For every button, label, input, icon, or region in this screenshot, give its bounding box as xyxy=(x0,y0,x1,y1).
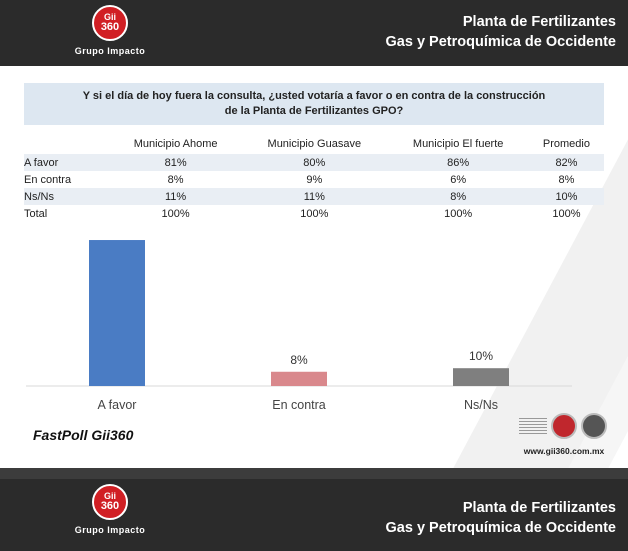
table-header-row: Municipio Ahome Municipio Guasave Munici… xyxy=(24,134,604,154)
table-cell: 80% xyxy=(241,154,388,171)
question-line-1: Y si el día de hoy fuera la consulta, ¿u… xyxy=(82,90,546,102)
logo-caption: Grupo Impacto xyxy=(74,46,146,56)
results-table: Municipio Ahome Municipio Guasave Munici… xyxy=(24,134,604,222)
logo-badge: Gii 360 xyxy=(92,484,128,520)
gii360-logo: Gii 360 Grupo Impacto xyxy=(60,484,160,542)
logo-top-text: Gii xyxy=(103,491,116,501)
slide-header: Gii 360 Grupo Impacto Planta de Fertiliz… xyxy=(0,0,628,66)
table-cell: 82% xyxy=(528,154,604,171)
table-cell: 8% xyxy=(167,173,184,186)
table-cell: 8% xyxy=(558,173,575,186)
logo-top-text: Gii xyxy=(103,12,116,22)
column-header: Municipio Guasave xyxy=(267,138,362,150)
badge-fine-print xyxy=(519,418,547,436)
row-label: En contra xyxy=(24,173,72,186)
table-cell: 11% xyxy=(110,188,242,205)
table-row: Ns/Ns 11% 11% 8% 10% xyxy=(24,188,604,205)
title-line-1: Planta de Fertilizantes xyxy=(462,14,616,30)
table-cell: 100% xyxy=(444,207,473,220)
logo-caption: Grupo Impacto xyxy=(74,525,146,535)
slide-title: Planta de Fertilizantes Gas y Petroquími… xyxy=(386,498,616,538)
title-line-2: Gas y Petroquímica de Occidente xyxy=(385,34,616,50)
bar-en-contra xyxy=(271,371,327,386)
table-row: En contra 8% 9% 6% 8% xyxy=(24,171,604,188)
row-label: Total xyxy=(24,207,48,220)
gii360-logo: Gii 360 Grupo Impacto xyxy=(60,5,160,63)
table-row: A favor 81% 80% 86% 82% xyxy=(24,154,604,171)
title-line-2: Gas y Petroquímica de Occidente xyxy=(385,520,616,536)
table-cell: 6% xyxy=(450,173,467,186)
fastpoll-brand: FastPoll Gii360 xyxy=(33,427,134,443)
table-cell: 9% xyxy=(306,173,323,186)
table-cell: 11% xyxy=(241,188,388,205)
logo-bottom-text: 360 xyxy=(100,500,120,512)
table-cell: 10% xyxy=(528,188,604,205)
survey-question: Y si el día de hoy fuera la consulta, ¿u… xyxy=(24,83,604,125)
bar-a-favor xyxy=(89,240,145,386)
seal-red-icon xyxy=(551,413,577,439)
logo-bottom-text: 360 xyxy=(100,21,120,33)
bar-ns-ns xyxy=(453,368,509,386)
website-link[interactable]: www.gii360.com.mx xyxy=(523,446,605,456)
logo-badge: Gii 360 xyxy=(92,5,128,41)
seal-grey-icon xyxy=(581,413,607,439)
slide-title: Planta de Fertilizantes Gas y Petroquími… xyxy=(386,12,616,52)
table-cell: 100% xyxy=(552,207,581,220)
slide-next-preview: Gii 360 Grupo Impacto Planta de Fertiliz… xyxy=(0,479,628,551)
title-line-1: Planta de Fertilizantes xyxy=(462,500,616,516)
table-cell: 100% xyxy=(161,207,190,220)
category-label-en-contra: En contra xyxy=(272,398,326,412)
header-corner xyxy=(24,134,110,154)
table-cell: 86% xyxy=(387,154,529,171)
certification-badges xyxy=(519,412,609,442)
slide-main: Gii 360 Grupo Impacto Planta de Fertiliz… xyxy=(0,0,628,468)
data-label-ns-ns: 10% xyxy=(469,349,493,363)
slide-header: Gii 360 Grupo Impacto Planta de Fertiliz… xyxy=(0,479,628,551)
column-header: Promedio xyxy=(542,138,590,150)
table-cell: 81% xyxy=(110,154,242,171)
column-header: Municipio El fuerte xyxy=(412,138,504,150)
category-label-a-favor: A favor xyxy=(98,398,137,412)
table-row: Total 100% 100% 100% 100% xyxy=(24,205,604,222)
data-label-en-contra: 8% xyxy=(290,353,308,367)
question-line-2: de la Planta de Fertilizantes GPO? xyxy=(224,105,404,117)
table-cell: 100% xyxy=(300,207,329,220)
table-cell: 8% xyxy=(387,188,529,205)
row-label: A favor xyxy=(24,154,110,171)
row-label: Ns/Ns xyxy=(24,188,110,205)
category-label-ns-ns: Ns/Ns xyxy=(464,398,498,412)
column-header: Municipio Ahome xyxy=(133,138,218,150)
